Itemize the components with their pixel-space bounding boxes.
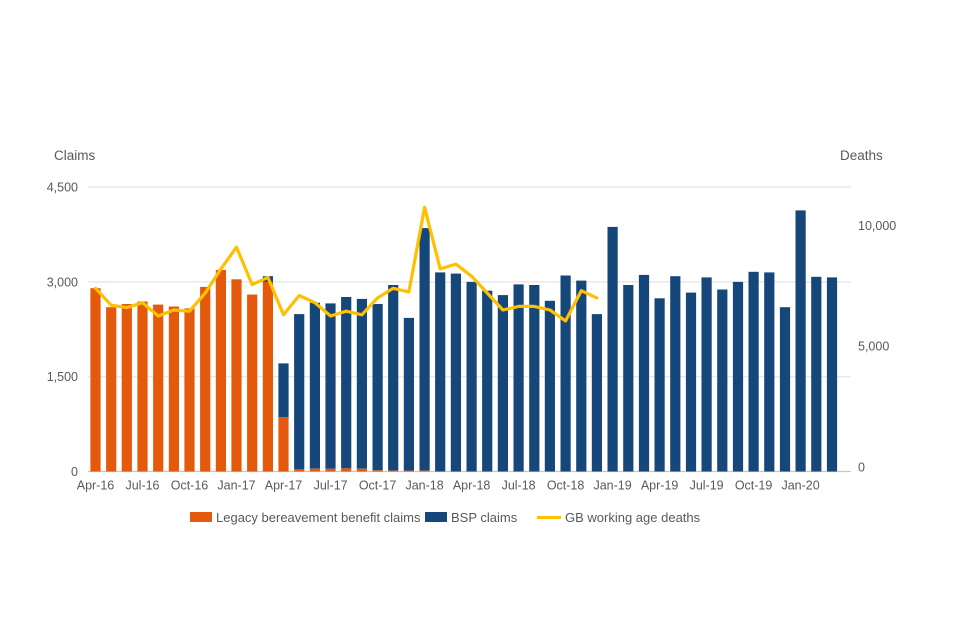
legacy-bar-Jun-17: [309, 468, 320, 472]
bsp-bar-Jun-18: [497, 295, 508, 472]
legend-label: GB working age deaths: [565, 509, 701, 525]
bsp-bar-Nov-19: [764, 272, 775, 472]
bsp-bar-Jul-17: [325, 303, 336, 469]
bsp-bar-Sep-18: [544, 300, 555, 472]
left-axis-title: Claims: [54, 148, 96, 163]
bsp-bar-Jan-18: [419, 228, 430, 471]
x-axis-tick-label: Jul-17: [314, 479, 348, 493]
bsp-bar-Mar-18: [450, 273, 461, 472]
left-axis-tick-label: 4,500: [47, 181, 78, 195]
x-axis-tick-label: Jul-16: [125, 479, 159, 493]
x-axis-tick-label: Apr-18: [453, 479, 491, 493]
bsp-bar-Oct-18: [560, 275, 571, 472]
x-axis-tick-label: Jan-20: [781, 479, 819, 493]
x-axis-tick-label: Oct-18: [547, 479, 585, 493]
bsp-bar-Jun-17: [309, 302, 320, 469]
bars: [90, 210, 838, 472]
legacy-bar-Oct-16: [184, 308, 195, 472]
bsp-bar-Mar-19: [638, 274, 650, 472]
right-axis-tick-label: 10,000: [858, 219, 896, 233]
legacy-bar-Dec-17: [403, 470, 414, 472]
right-axis-title: Deaths: [840, 148, 883, 163]
bsp-bar-Apr-19: [654, 298, 665, 472]
bsp-bar-Apr-18: [466, 281, 477, 472]
legacy-bar-Jul-17: [325, 468, 336, 472]
legacy-bar-Jun-16: [121, 304, 132, 472]
x-axis-tick-label: Jan-19: [593, 479, 631, 493]
legend: Legacy bereavement benefit claims BSP cl…: [0, 509, 960, 527]
bsp-bar-Mar-20: [826, 277, 838, 472]
legacy-claims-swatch: [190, 512, 212, 522]
bsp-bar-Jul-19: [701, 277, 712, 472]
bsp-bar-Jun-19: [685, 292, 697, 472]
legacy-bar-May-16: [106, 307, 117, 472]
legend-label: BSP claims: [451, 509, 518, 525]
bsp-bar-Sep-17: [356, 298, 367, 469]
bsp-bar-Jul-18: [513, 284, 524, 472]
legacy-bar-Dec-16: [215, 269, 226, 472]
legacy-bar-Aug-16: [153, 304, 164, 472]
bsp-bar-Jan-19: [607, 226, 618, 472]
bsp-bar-Nov-18: [576, 280, 587, 472]
x-axis-tick-label: Jan-18: [405, 479, 443, 493]
bsp-bar-Feb-18: [435, 272, 446, 472]
legacy-bar-Jul-16: [137, 301, 148, 472]
x-axis-tick-label: Oct-19: [735, 479, 773, 493]
x-axis-tick-label: Apr-19: [641, 479, 679, 493]
legacy-bar-Mar-17: [262, 281, 273, 472]
bsp-bar-Aug-18: [529, 285, 540, 472]
legacy-bar-Jan-17: [231, 279, 242, 472]
bsp-claims-swatch: [425, 512, 447, 522]
deaths-line: [93, 205, 599, 323]
bsp-bar-May-17: [294, 314, 305, 470]
legacy-bar-Sep-16: [168, 306, 179, 472]
bsp-bar-Oct-19: [748, 271, 759, 472]
x-axis-tick-label: Apr-17: [265, 479, 303, 493]
legacy-bar-Aug-17: [341, 468, 352, 472]
x-axis-tick-label: Jul-18: [502, 479, 536, 493]
bsp-bar-Dec-18: [591, 314, 602, 472]
bsp-bar-Dec-19: [779, 307, 791, 472]
bsp-bar-May-19: [670, 276, 681, 472]
legend-item-working-age-deaths: GB working age deaths: [537, 509, 700, 525]
left-axis-tick-label: 1,500: [47, 370, 78, 384]
bsp-bar-Feb-20: [811, 276, 822, 472]
bsp-bar-Aug-17: [341, 297, 352, 469]
x-axis-tick-label: Apr-16: [77, 479, 115, 493]
legacy-bar-Nov-16: [200, 286, 211, 472]
right-axis-tick-label: 5,000: [858, 340, 889, 354]
legacy-bar-Feb-17: [247, 294, 258, 472]
bsp-bar-May-18: [482, 290, 493, 472]
bsp-bar-Sep-19: [732, 281, 744, 472]
axis-tick-labels: 0 1,500 3,000 4,500 0 5,000 10,000 Apr-16 Jul-16…: [47, 181, 897, 493]
legend-label: Legacy bereavement benefit claims: [216, 509, 421, 525]
deaths-line-swatch: [537, 515, 561, 519]
x-axis-tick-label: Jan-17: [217, 479, 255, 493]
bsp-bar-Feb-19: [623, 285, 634, 472]
x-axis-tick-label: Oct-16: [171, 479, 209, 493]
x-axis-tick-label: Jul-19: [690, 479, 724, 493]
legacy-bar-Nov-17: [388, 470, 399, 472]
bsp-bar-Nov-17: [388, 285, 399, 471]
bsp-bar-Jan-20: [795, 210, 806, 472]
legacy-bar-Oct-17: [372, 470, 383, 472]
left-axis-tick-label: 3,000: [47, 275, 78, 289]
legend-item-bsp-claims: BSP claims: [425, 509, 517, 525]
x-axis-tick-label: Oct-17: [359, 479, 397, 493]
legacy-bar-Sep-17: [356, 468, 367, 472]
legacy-bar-Apr-16: [90, 288, 101, 472]
gb-working-age-deaths-line: [93, 205, 599, 323]
bsp-bar-Apr-17: [278, 363, 289, 418]
bsp-bar-Dec-17: [403, 317, 414, 471]
right-axis-tick-label: 0: [858, 461, 865, 475]
legacy-bar-Jan-18: [419, 470, 430, 472]
legacy-bar-May-17: [294, 469, 305, 472]
bsp-bar-Aug-19: [717, 289, 728, 472]
bsp-bar-Oct-17: [372, 304, 383, 471]
legend-item-legacy-claims: Legacy bereavement benefit claims: [190, 509, 421, 525]
left-axis-tick-label: 0: [71, 465, 78, 479]
legacy-bar-Apr-17: [278, 417, 289, 472]
